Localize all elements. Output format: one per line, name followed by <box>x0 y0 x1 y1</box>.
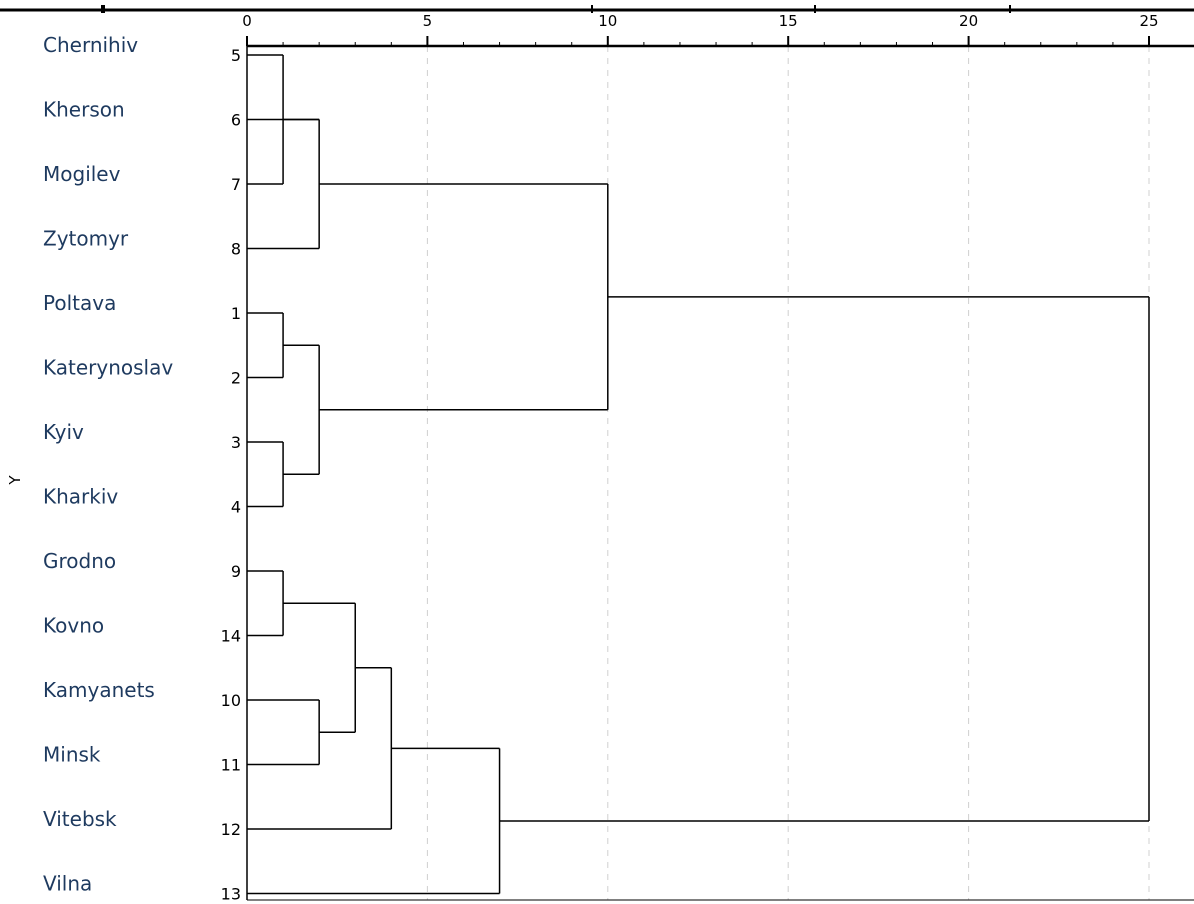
top-frame-gap <box>0 5 1194 9</box>
leaf-name-label: Zytomyr <box>43 227 129 251</box>
leaf-name-label: Poltava <box>43 291 116 315</box>
leaf-case-number: 12 <box>221 820 241 839</box>
leaf-name-label: Kherson <box>43 98 125 122</box>
leaf-case-number: 5 <box>231 46 241 65</box>
leaf-name-label: Mogilev <box>43 162 121 186</box>
leaf-case-number: 6 <box>231 111 241 130</box>
leaf-case-number: 3 <box>231 433 241 452</box>
leaf-name-label: Katerynoslav <box>43 356 173 380</box>
leaf-name-label: Vilna <box>43 872 92 896</box>
leaf-case-number: 7 <box>231 175 241 194</box>
dendrogram-links <box>247 54 1150 895</box>
x-tick-label: 20 <box>959 12 978 30</box>
top-frame-bar <box>0 0 1194 13</box>
y-axis-label: Y <box>6 475 24 486</box>
leaf-name-label: Vitebsk <box>43 807 117 831</box>
leaf-case-number: 1 <box>231 304 241 323</box>
grid-layer <box>426 46 1150 900</box>
leaf-case-number: 13 <box>221 885 241 904</box>
x-tick-label: 25 <box>1139 12 1158 30</box>
x-tick-label: 15 <box>779 12 798 30</box>
leaf-case-number: 14 <box>221 627 241 646</box>
leaf-name-label: Chernihiv <box>43 33 138 57</box>
leaf-name-label: Kamyanets <box>43 678 155 702</box>
x-tick-label: 10 <box>598 12 617 30</box>
leaf-name-label: Kharkiv <box>43 485 118 509</box>
leaf-labels: Chernihiv 5 Kherson 6 Mogilev 7 Zytomyr 8 Poltav… <box>43 33 241 904</box>
leaf-name-label: Grodno <box>43 549 116 573</box>
leaf-name-label: Minsk <box>43 743 101 767</box>
x-axis: 0 5 10 15 20 25 <box>242 12 1194 901</box>
leaf-case-number: 10 <box>221 691 241 710</box>
leaf-name-label: Kyiv <box>43 420 84 444</box>
leaf-case-number: 8 <box>231 240 241 259</box>
leaf-case-number: 9 <box>231 562 241 581</box>
x-tick-label: 5 <box>423 12 433 30</box>
leaf-name-label: Kovno <box>43 614 104 638</box>
top-frame-svg <box>0 5 1194 13</box>
leaf-case-number: 11 <box>221 756 241 775</box>
x-tick-label: 0 <box>242 12 252 30</box>
leaf-case-number: 4 <box>231 498 241 517</box>
leaf-case-number: 2 <box>231 369 241 388</box>
